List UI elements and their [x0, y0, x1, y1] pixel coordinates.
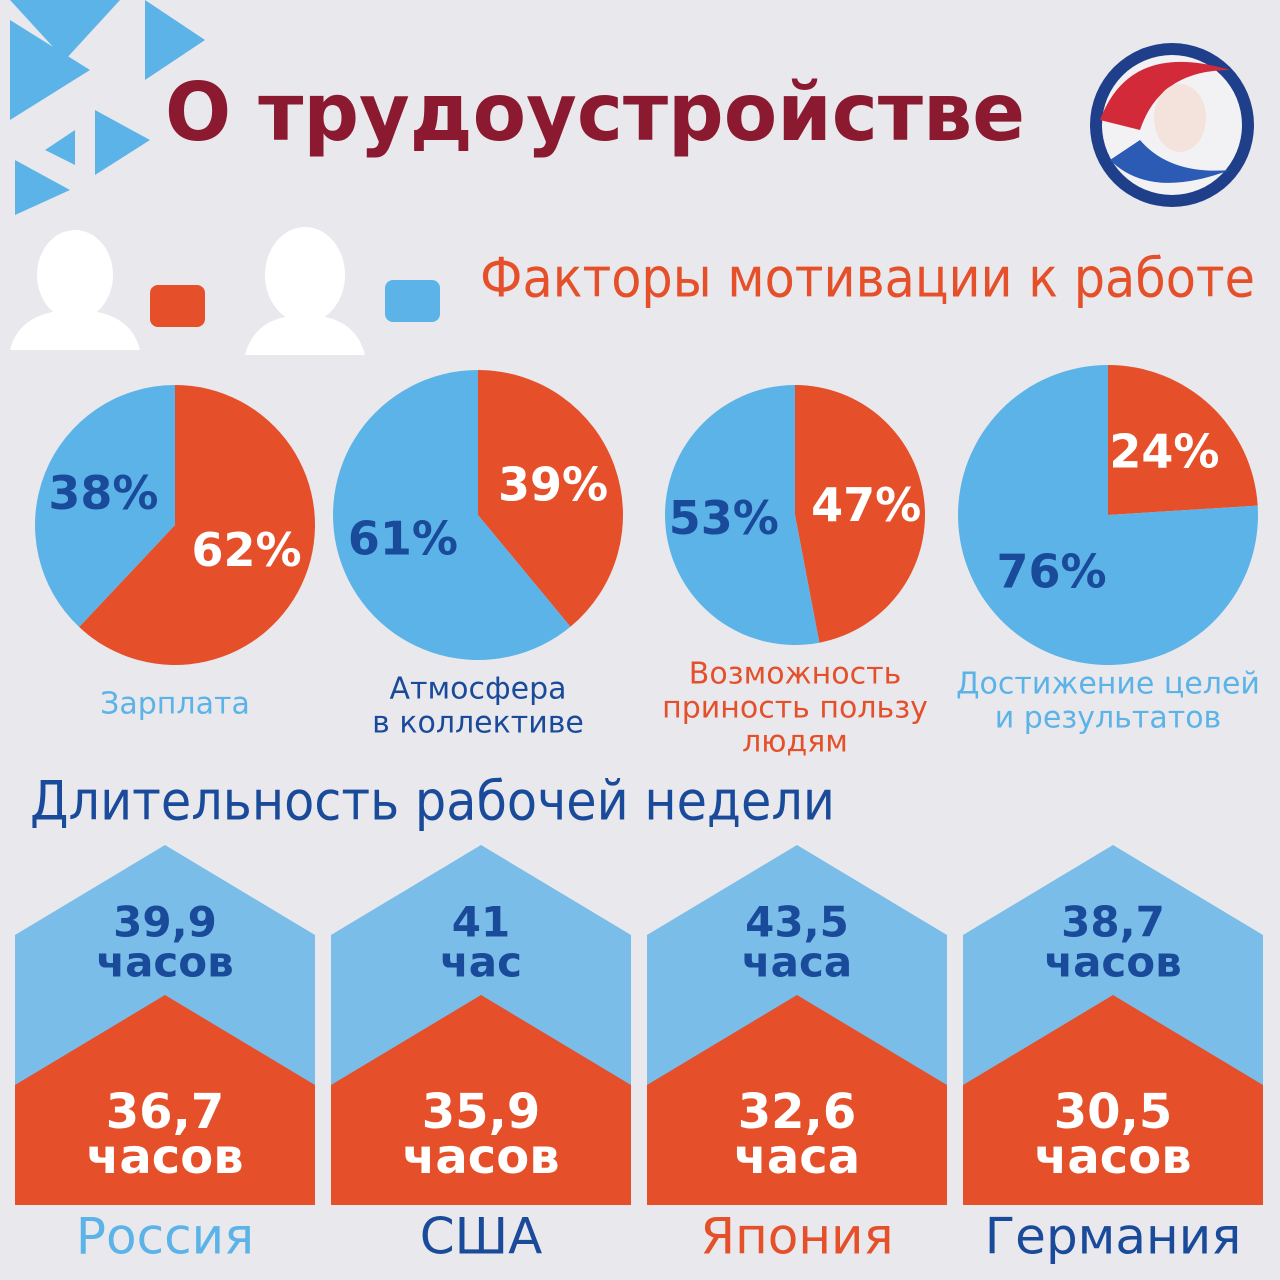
- country-name: США: [420, 1208, 543, 1266]
- pie-slice: [1108, 365, 1258, 515]
- title: О трудоустройстве: [165, 66, 1025, 159]
- logo: [1090, 43, 1254, 207]
- house-lower: [15, 995, 315, 1205]
- pie-slice: [332, 370, 571, 660]
- pie-value-label: 39%: [498, 457, 608, 511]
- pie-slice: [478, 370, 623, 627]
- upper-value: 39,9: [113, 898, 217, 947]
- pie-slice: [958, 365, 1258, 665]
- triangles: [10, 0, 205, 215]
- section-title: Длительность рабочей недели: [30, 770, 835, 833]
- lower-value: 30,5: [1054, 1084, 1172, 1140]
- house-upper: [15, 845, 315, 1085]
- pie-slice: [795, 385, 925, 643]
- upper-value: час: [440, 938, 522, 987]
- upper-value: 38,7: [1061, 898, 1165, 947]
- man-icon: [10, 230, 140, 350]
- pie-value-label: 38%: [48, 466, 158, 520]
- pie-value-label: 76%: [996, 545, 1106, 599]
- subtitle: Факторы мотивации к работе: [480, 247, 1255, 310]
- pie-value-label: 47%: [811, 478, 921, 532]
- house-upper: [963, 845, 1263, 1085]
- lower-value: часов: [1034, 1129, 1191, 1185]
- woman-icon: [245, 227, 365, 355]
- pie-caption: Возможность: [689, 657, 902, 692]
- pie-caption: людям: [742, 725, 848, 760]
- house-upper: [331, 845, 631, 1085]
- lower-value: часов: [86, 1129, 243, 1185]
- house-upper: [647, 845, 947, 1085]
- house-lower: [647, 995, 947, 1205]
- upper-value: часа: [742, 938, 852, 987]
- pie-slice: [664, 385, 820, 645]
- country-name: Япония: [700, 1208, 893, 1266]
- house-lower: [331, 995, 631, 1205]
- upper-value: 41: [452, 898, 510, 947]
- lower-value: часов: [402, 1129, 559, 1185]
- pie-value-label: 53%: [669, 491, 779, 545]
- lower-value: часа: [734, 1129, 860, 1185]
- pie-caption: и результатов: [995, 701, 1221, 736]
- upper-value: часов: [1044, 938, 1182, 987]
- lower-value: 32,6: [738, 1084, 856, 1140]
- pie-value-label: 24%: [1109, 424, 1219, 478]
- legend-red: [150, 285, 205, 327]
- pie-slice: [35, 385, 176, 628]
- pie-caption: Атмосфера: [389, 672, 566, 707]
- legend-blue: [385, 280, 440, 322]
- country-name: Россия: [76, 1208, 254, 1266]
- pie-caption: приность пользу: [662, 691, 928, 726]
- upper-value: 43,5: [745, 898, 849, 947]
- pie-value-label: 62%: [192, 523, 302, 577]
- pie-slice: [79, 385, 315, 665]
- pie-caption: Достижение целей: [956, 667, 1260, 702]
- lower-value: 36,7: [106, 1084, 224, 1140]
- pie-caption: в коллективе: [372, 706, 584, 741]
- upper-value: часов: [96, 938, 234, 987]
- pie-value-label: 61%: [348, 512, 458, 566]
- lower-value: 35,9: [422, 1084, 540, 1140]
- country-name: Германия: [985, 1208, 1242, 1266]
- house-lower: [963, 995, 1263, 1205]
- pie-caption: Зарплата: [100, 687, 250, 722]
